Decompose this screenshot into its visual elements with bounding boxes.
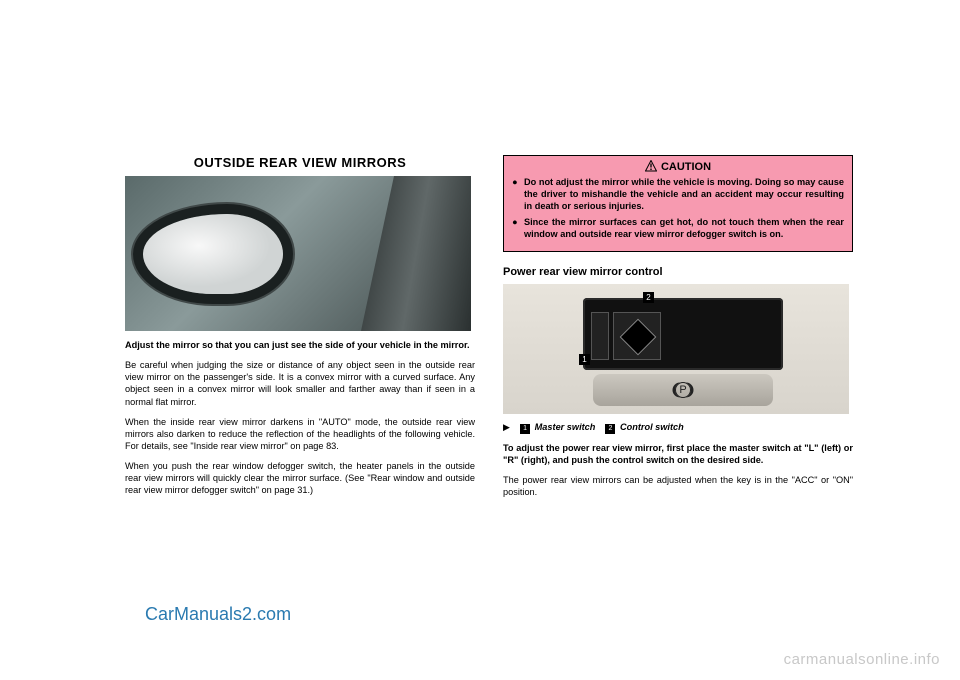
legend-line: ▶ 1 Master switch 2 Control switch — [503, 422, 853, 434]
caution-text-1: Do not adjust the mirror while the vehic… — [524, 177, 844, 213]
control-switch-graphic — [613, 312, 661, 360]
caution-box: CAUTION ● Do not adjust the mirror while… — [503, 155, 853, 252]
mirror-photo — [125, 176, 471, 331]
caution-title-text: CAUTION — [661, 161, 711, 173]
watermark-carmanuals2: CarManuals2.com — [145, 604, 291, 625]
para-adjust-mirror: Adjust the mirror so that you can just s… — [125, 339, 475, 351]
parking-brake-graphic — [593, 374, 773, 406]
caution-item-1: ● Do not adjust the mirror while the veh… — [512, 177, 844, 213]
para-convex-warning: Be careful when judging the size or dist… — [125, 359, 475, 408]
bullet-icon: ● — [512, 177, 524, 213]
para-defogger: When you push the rear window defogger s… — [125, 460, 475, 496]
caution-item-2: ● Since the mirror surfaces can get hot,… — [512, 217, 844, 241]
legend-arrow-icon: ▶ — [503, 422, 510, 433]
legend-box-1-icon: 1 — [520, 424, 530, 434]
para-adjust-power-mirror: To adjust the power rear view mirror, fi… — [503, 442, 853, 466]
right-column: CAUTION ● Do not adjust the mirror while… — [503, 155, 853, 635]
legend-label-1: Master switch — [535, 422, 596, 432]
watermark-carmanualsonline: carmanualsonline.info — [784, 651, 940, 668]
legend-label-2: Control switch — [620, 422, 684, 432]
section-heading: OUTSIDE REAR VIEW MIRRORS — [125, 155, 475, 170]
control-panel — [583, 298, 783, 370]
callout-1-icon: 1 — [579, 354, 590, 365]
subheading-power-mirror: Power rear view mirror control — [503, 266, 853, 278]
para-auto-darken: When the inside rear view mirror darkens… — [125, 416, 475, 452]
warning-icon — [645, 160, 657, 172]
left-column: OUTSIDE REAR VIEW MIRRORS Adjust the mir… — [125, 155, 475, 635]
master-switch-graphic — [591, 312, 609, 360]
callout-2-icon: 2 — [643, 292, 654, 303]
manual-page: OUTSIDE REAR VIEW MIRRORS Adjust the mir… — [125, 155, 853, 635]
caution-text-2: Since the mirror surfaces can get hot, d… — [524, 217, 844, 241]
bullet-icon: ● — [512, 217, 524, 241]
legend-box-2-icon: 2 — [605, 424, 615, 434]
control-photo: 1 2 — [503, 284, 849, 414]
caution-title: CAUTION — [512, 160, 844, 173]
para-key-position: The power rear view mirrors can be adjus… — [503, 474, 853, 498]
